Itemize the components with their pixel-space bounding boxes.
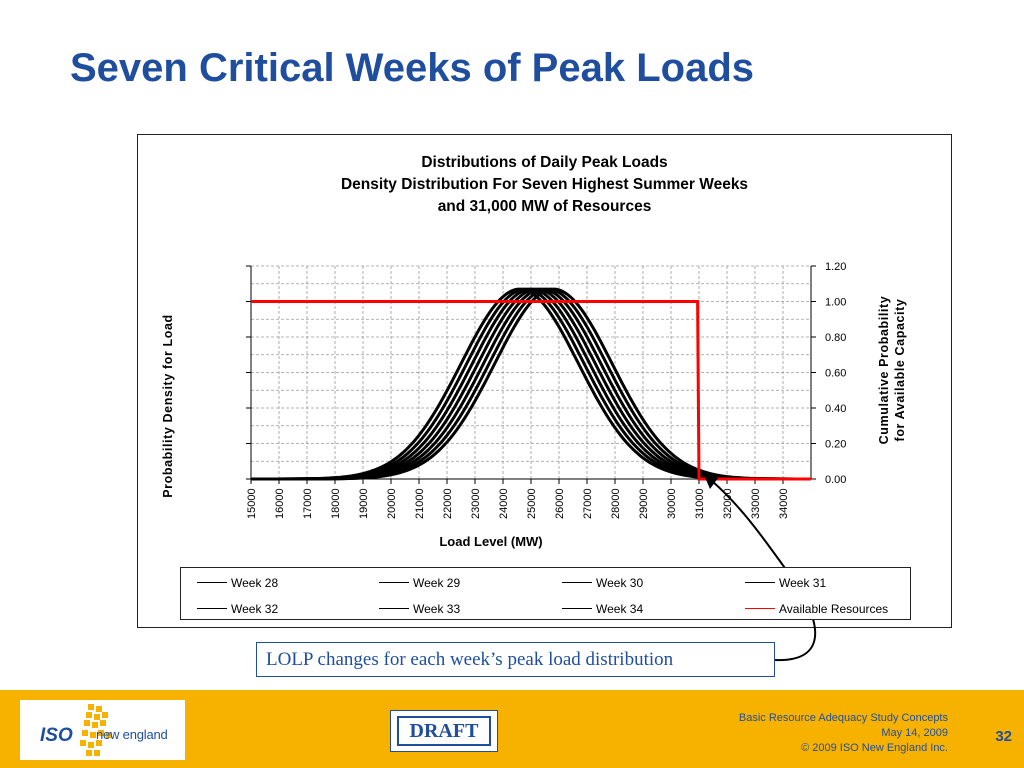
x-tick-label: 30000 — [666, 488, 678, 519]
y-tick-label: 1.20 — [825, 261, 846, 273]
page-number: 32 — [995, 728, 1012, 745]
x-tick-label: 23000 — [470, 488, 482, 519]
legend-item-week-33: Week 33 — [379, 602, 460, 616]
chart-title-line-2: Density Distribution For Seven Highest S… — [340, 176, 749, 193]
slide-title: Seven Critical Weeks of Peak Loads — [70, 46, 755, 90]
logo-map-icon — [80, 704, 112, 756]
legend-swatch — [379, 582, 409, 584]
chart-title-line-1: Distributions of Daily Peak Loads — [421, 154, 668, 171]
logo-iso-text: ISO — [40, 725, 73, 746]
x-tick-label: 31000 — [694, 488, 706, 519]
x-tick-label: 17000 — [302, 488, 314, 519]
chart-title: Distributions of Daily Peak Loads Densit… — [137, 152, 952, 218]
x-tick-label: 19000 — [358, 488, 370, 519]
legend-label: Available Resources — [779, 602, 889, 616]
x-tick-label: 33000 — [750, 488, 762, 519]
y-tick-label: 0.40 — [825, 403, 846, 415]
legend-swatch — [562, 608, 592, 610]
legend-label: Week 34 — [596, 602, 644, 616]
x-tick-label: 26000 — [554, 488, 566, 519]
legend-swatch — [745, 608, 775, 610]
legend-label: Week 33 — [413, 602, 461, 616]
legend-item-week-28: Week 28 — [197, 576, 278, 590]
footer-info: Basic Resource Adequacy Study Concepts M… — [739, 711, 948, 756]
legend-swatch — [197, 608, 227, 610]
legend-swatch — [745, 582, 775, 584]
x-tick-label: 28000 — [610, 488, 622, 519]
legend-swatch — [562, 582, 592, 584]
legend-item-week-30: Week 30 — [562, 576, 643, 590]
y-axis-title-left: Probability Density for Load — [161, 314, 175, 498]
x-tick-label: 24000 — [498, 488, 510, 519]
y-tick-label: 0.80 — [825, 332, 846, 344]
draft-label: DRAFT — [397, 716, 491, 746]
legend-item-week-29: Week 29 — [379, 576, 460, 590]
x-tick-label: 32000 — [722, 488, 734, 519]
callout-box: LOLP changes for each week’s peak load d… — [256, 642, 775, 677]
y-axis-title-right: for Available Capacity — [893, 299, 907, 442]
y-tick-label: 1.00 — [825, 297, 846, 309]
x-tick-label: 21000 — [414, 488, 426, 519]
x-tick-label: 29000 — [638, 488, 650, 519]
legend-label: Week 32 — [231, 602, 279, 616]
x-tick-label: 16000 — [274, 488, 286, 519]
y-tick-label: 0.00 — [825, 474, 846, 486]
chart-legend: Week 28 Week 29 Week 30 Week 31 Week 32 … — [180, 567, 911, 620]
y-axis-title-right: Cumulative Probability — [877, 296, 891, 445]
legend-label: Week 29 — [413, 576, 461, 590]
footer-line-1: Basic Resource Adequacy Study Concepts — [738, 712, 948, 724]
legend-item-week-34: Week 34 — [562, 602, 643, 616]
chart-frame — [137, 134, 952, 628]
logo-name-text: new england — [96, 727, 168, 742]
callout-arrowhead — [704, 475, 718, 489]
available-resources-line — [251, 300, 811, 481]
x-tick-label: 25000 — [526, 488, 538, 519]
chart-title-line-3: and 31,000 MW of Resources — [437, 198, 652, 215]
x-tick-label: 18000 — [330, 488, 342, 519]
legend-swatch — [379, 608, 409, 610]
legend-label: Week 31 — [779, 576, 827, 590]
x-axis-title: Load Level (MW) — [439, 534, 542, 549]
footer-line-3: © 2009 ISO New England Inc. — [801, 742, 948, 754]
y-tick-label: 0.60 — [825, 368, 846, 380]
x-tick-label: 34000 — [778, 488, 790, 519]
legend-item-week-31: Week 31 — [745, 576, 826, 590]
footer-line-2: May 14, 2009 — [881, 727, 948, 739]
legend-label: Week 28 — [231, 576, 279, 590]
x-tick-label: 22000 — [442, 488, 454, 519]
x-tick-label: 20000 — [386, 488, 398, 519]
y-tick-label: 0.20 — [825, 439, 846, 451]
legend-item-week-32: Week 32 — [197, 602, 278, 616]
x-tick-label: 27000 — [582, 488, 594, 519]
legend-swatch — [197, 582, 227, 584]
x-tick-label: 15000 — [246, 488, 258, 519]
legend-item-available-resources: Available Resources — [745, 602, 888, 616]
legend-label: Week 30 — [596, 576, 644, 590]
